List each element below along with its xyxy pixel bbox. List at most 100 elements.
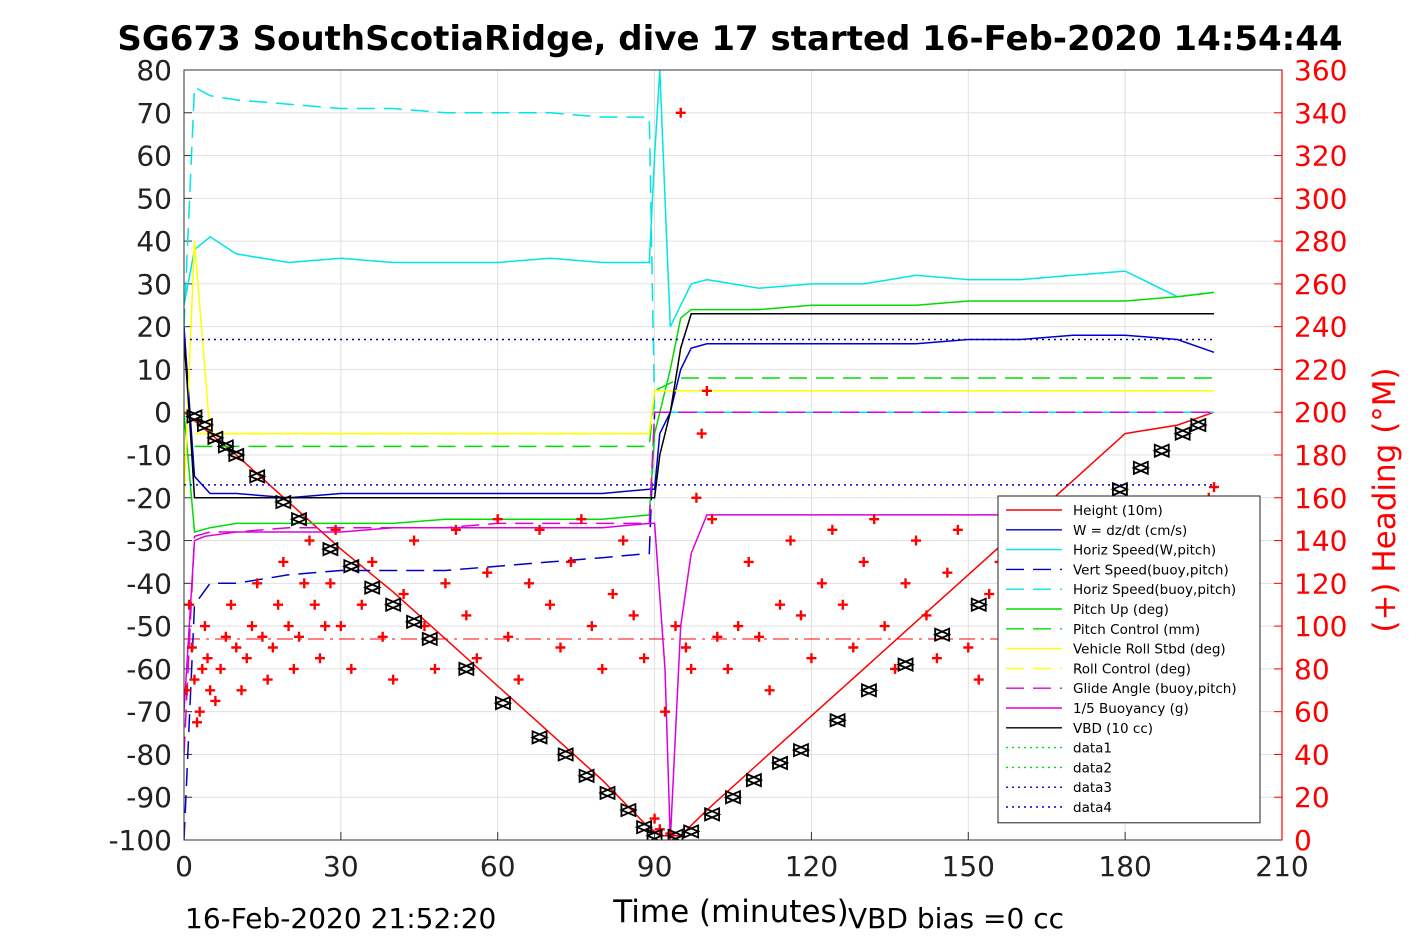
series-line-roll-control-deg [194, 390, 1214, 435]
heading-marker [816, 578, 827, 589]
heading-marker [236, 685, 247, 696]
legend-entry-height-10m: Height (10m) [1073, 503, 1163, 519]
heading-marker [189, 674, 200, 685]
heading-marker [743, 556, 754, 567]
y2-tick-label: 60 [1294, 696, 1330, 729]
y2-tick-label: 320 [1294, 140, 1347, 173]
dive-depth-marker [493, 695, 513, 711]
y-tick-label: 50 [136, 182, 172, 215]
heading-marker [963, 642, 974, 653]
heading-marker [670, 621, 681, 632]
heading-marker [795, 610, 806, 621]
heading-marker [628, 610, 639, 621]
legend-entry-pitch-control-mm: Pitch Control (mm) [1073, 622, 1200, 638]
heading-marker [660, 706, 671, 717]
heading-marker [267, 642, 278, 653]
dive-depth-marker [702, 806, 722, 822]
dive-depth-marker [723, 789, 743, 805]
dive-depth-marker [619, 802, 638, 818]
heading-marker [649, 813, 660, 824]
heading-marker [524, 578, 535, 589]
y-tick-label: -10 [126, 439, 172, 472]
dive-depth-marker [1110, 481, 1130, 497]
heading-marker [320, 621, 331, 632]
heading-marker [299, 578, 310, 589]
heading-marker [806, 653, 817, 664]
series-line-horiz-speed-w-pitch [184, 70, 1215, 328]
x-axis-label: Time (minutes) [612, 894, 848, 930]
heading-marker [675, 107, 686, 118]
y2-tick-label: 160 [1294, 482, 1347, 515]
heading-marker [984, 589, 995, 600]
series-line-horiz-speed-buoy-pitch [184, 85, 1214, 413]
heading-marker [388, 674, 399, 685]
heading-marker [555, 642, 566, 653]
y-tick-label: 0 [154, 396, 172, 429]
dive-depth-marker [969, 597, 989, 613]
heading-marker [712, 631, 723, 642]
dive-depth-marker [577, 768, 596, 784]
x-tick-label: 0 [175, 850, 193, 883]
heading-marker [576, 514, 587, 525]
heading-marker [618, 535, 629, 546]
heading-marker [330, 524, 341, 535]
y-tick-label: -30 [126, 525, 172, 558]
heading-marker [304, 535, 315, 546]
x-tick-label: 150 [942, 850, 995, 883]
heading-marker [492, 514, 503, 525]
y2-tick-label: 40 [1294, 738, 1330, 771]
legend-entry-vehicle-roll-stbd-deg: Vehicle Roll Stbd (deg) [1073, 642, 1226, 658]
heading-marker [186, 642, 197, 653]
legend-entry-vert-speed-buoy-pitch: Vert Speed(buoy,pitch) [1073, 562, 1229, 578]
dive-depth-marker [556, 747, 575, 762]
dive-depth-marker [744, 772, 764, 788]
x-tick-label: 120 [785, 850, 838, 883]
heading-marker [471, 653, 482, 664]
y2-tick-label: 220 [1294, 353, 1347, 386]
heading-marker [597, 663, 608, 674]
heading-marker [1209, 482, 1220, 493]
y2-tick-label: 300 [1294, 182, 1347, 215]
dive-depth-marker [321, 541, 340, 557]
heading-marker [513, 674, 524, 685]
heading-marker [314, 653, 325, 664]
legend-entry-pitch-up-deg: Pitch Up (deg) [1073, 602, 1169, 618]
heading-marker [686, 663, 697, 674]
y2-tick-label: 20 [1294, 781, 1330, 814]
legend-entry-glide-angle-buoy-pitch: Glide Angle (buoy,pitch) [1073, 681, 1237, 697]
legend-entry-data1: data1 [1073, 741, 1112, 757]
heading-marker [215, 663, 226, 674]
y-tick-label: -50 [126, 610, 172, 643]
dive-depth-marker [634, 819, 654, 835]
heading-marker [335, 621, 346, 632]
y2-tick-label: 340 [1294, 97, 1347, 130]
y2-tick-label: 200 [1294, 396, 1347, 429]
heading-marker [482, 567, 493, 578]
legend-entry-vbd-10-cc: VBD (10 cc) [1073, 721, 1153, 737]
dive-depth-marker [206, 430, 225, 446]
heading-marker [764, 685, 775, 696]
heading-marker [707, 514, 718, 525]
series-line-1-5-buoyancy-g [184, 509, 1215, 840]
x-tick-label: 180 [1098, 850, 1151, 883]
heading-marker [973, 674, 984, 685]
dive-depth-marker [666, 828, 685, 840]
dive-depth-marker [216, 439, 236, 454]
footer-vbd-bias: VBD bias =0 cc [848, 902, 1064, 935]
heading-marker [367, 556, 378, 567]
dive-depth-marker [457, 661, 476, 677]
y-tick-label: 20 [136, 311, 172, 344]
heading-marker [278, 556, 289, 567]
y-tick-label: -90 [126, 781, 172, 814]
heading-marker [911, 535, 921, 546]
legend-entry-data3: data3 [1073, 780, 1112, 796]
legend-entry-horiz-speed-w-pitch: Horiz Speed(W,pitch) [1073, 543, 1216, 559]
heading-marker [701, 385, 712, 396]
right-axis-label: (+) Heading (°M) [1367, 367, 1403, 632]
heading-marker [220, 631, 231, 642]
dive-depth-marker [342, 558, 361, 574]
heading-marker [691, 492, 702, 503]
y-tick-label: 40 [136, 225, 172, 258]
dive-depth-marker [681, 824, 701, 839]
heading-marker [639, 653, 650, 664]
